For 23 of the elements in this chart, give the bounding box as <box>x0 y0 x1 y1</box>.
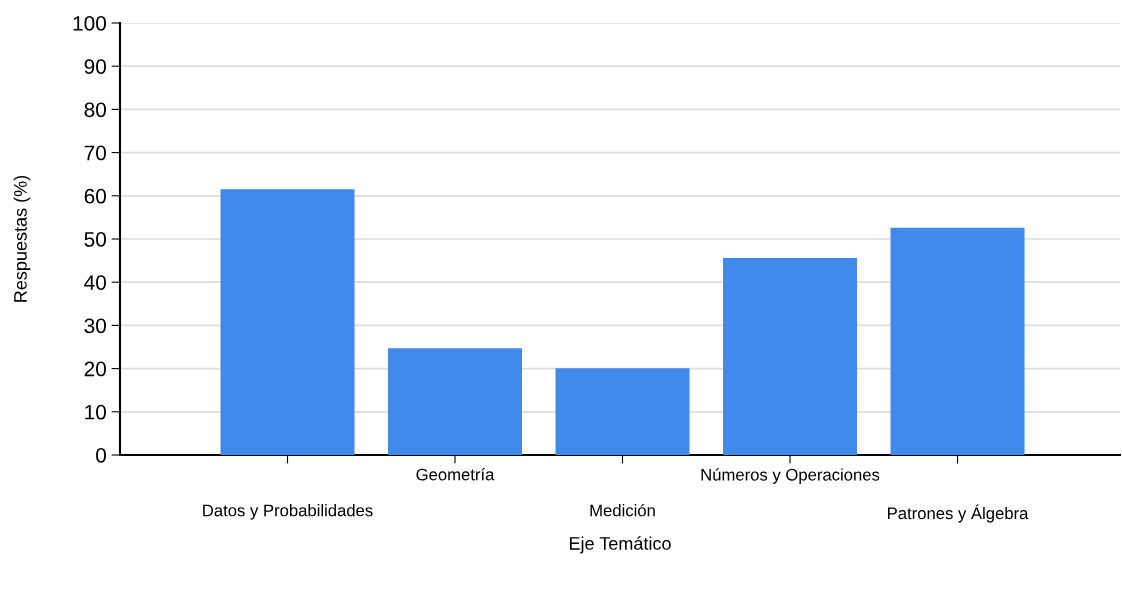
x-tick-label: Patrones y Álgebra <box>888 504 1029 523</box>
y-tick-label: 100 <box>73 16 106 31</box>
bar <box>388 348 523 455</box>
y-axis-title: Respuestas (%) <box>13 175 31 302</box>
x-tick-label: Datos y Probabilidades <box>203 504 373 520</box>
y-tick-label: 90 <box>84 59 106 74</box>
x-tick-label: Medición <box>590 503 655 517</box>
y-tick-label: 0 <box>96 448 106 463</box>
y-tick-label: 80 <box>84 102 106 118</box>
y-tick-label: 60 <box>84 188 106 204</box>
y-tick-label: 30 <box>84 318 106 334</box>
y-tick-label: 20 <box>84 361 106 377</box>
bar <box>723 258 858 455</box>
x-axis-title: Eje Temático <box>569 536 671 554</box>
y-tick-label: 50 <box>84 232 106 247</box>
bar <box>555 368 690 455</box>
y-tick-label: 40 <box>84 275 106 290</box>
bar <box>220 189 355 455</box>
bar <box>890 227 1025 455</box>
x-tick-label: Números y Operaciones <box>701 468 880 484</box>
x-tick-label: Geometría <box>416 468 495 481</box>
y-tick-label: 10 <box>85 404 106 420</box>
y-tick-label: 70 <box>84 145 106 161</box>
